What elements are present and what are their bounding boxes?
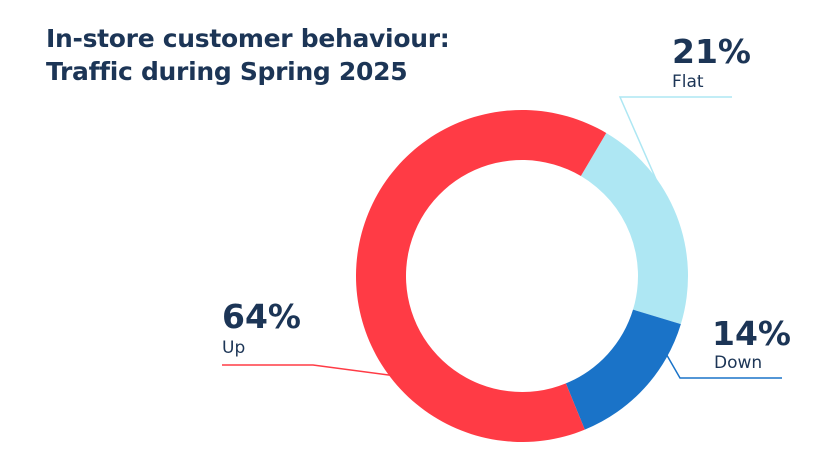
category-label-down: Down [714, 353, 762, 373]
value-label-down: 14% [712, 314, 791, 353]
chart-title-line-1: In-store customer behaviour: [46, 24, 450, 53]
donut-slice-flat [580, 132, 688, 325]
leader-line-up [222, 364, 395, 377]
chart-title: In-store customer behaviour: Traffic dur… [46, 22, 450, 88]
donut-slice-up [356, 110, 607, 443]
value-label-flat: 21% [672, 32, 751, 71]
leader-lines [222, 96, 782, 379]
donut-slice-down [565, 309, 681, 430]
leader-line-down [664, 351, 782, 379]
value-label-up: 64% [222, 297, 301, 336]
donut-slices [356, 110, 688, 443]
slice-labels: 21%Flat 14%Down 64%Up [222, 32, 791, 373]
category-label-up: Up [222, 338, 245, 358]
chart-title-line-2: Traffic during Spring 2025 [46, 57, 408, 86]
category-label-flat: Flat [672, 72, 704, 92]
leader-line-flat [618, 96, 732, 201]
